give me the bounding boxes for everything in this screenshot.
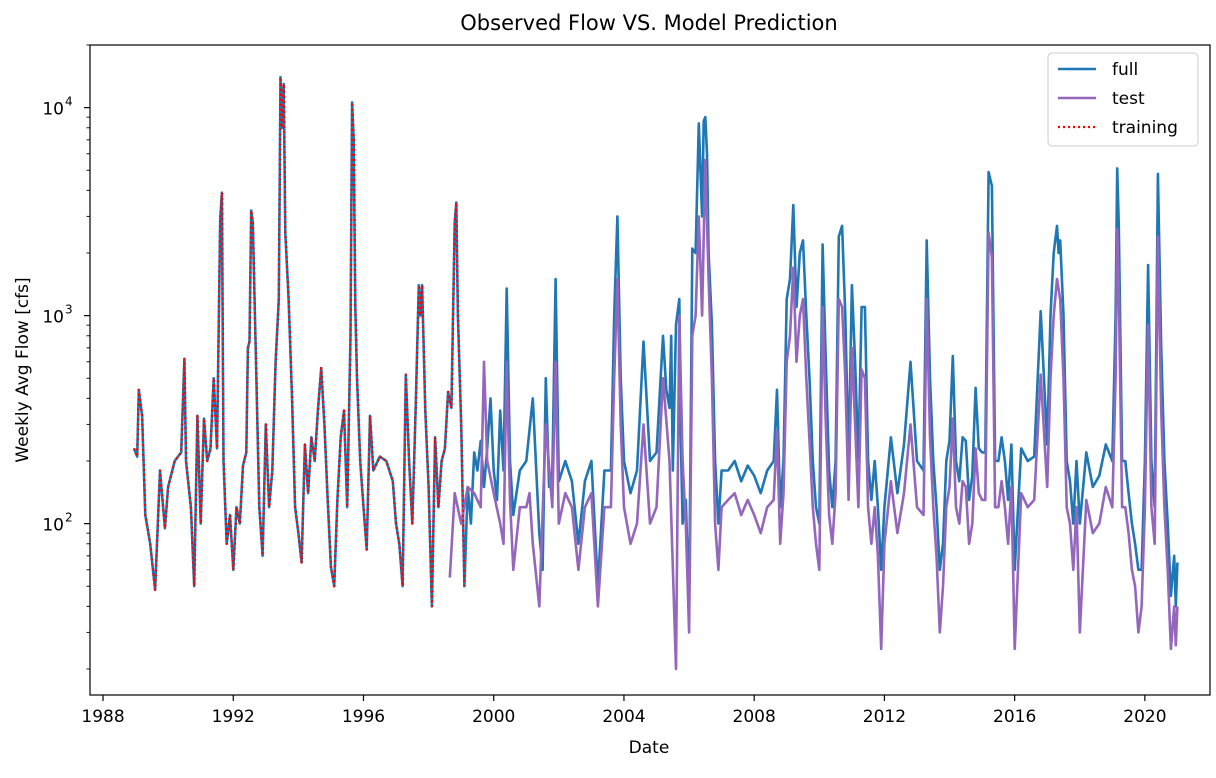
plot-area xyxy=(89,44,1211,696)
x-axis-label: Date xyxy=(629,738,670,758)
legend-label-test: test xyxy=(1112,89,1145,109)
y-tick-label: 10 xyxy=(42,308,64,328)
x-tick-label: 2020 xyxy=(1123,707,1166,727)
x-tick-label: 2004 xyxy=(602,707,645,727)
series-layer xyxy=(132,75,1179,671)
series-line-training xyxy=(132,76,466,608)
x-axis: 1988 1992 1996 2000 2004 2008 2012 2016 2020 xyxy=(81,695,1167,727)
y-tick-label: 10 xyxy=(42,516,64,536)
y-tick-exponent: 2 xyxy=(65,511,73,525)
x-tick-label: 2016 xyxy=(993,707,1036,727)
x-tick-label: 1992 xyxy=(212,707,255,727)
x-tick-label: 2012 xyxy=(863,707,906,727)
y-tick-exponent: 3 xyxy=(65,303,73,317)
plot-frame xyxy=(89,44,1211,696)
legend-box xyxy=(1047,52,1199,147)
x-tick-label: 2008 xyxy=(733,707,776,727)
chart-title: Observed Flow VS. Model Prediction xyxy=(460,11,837,35)
legend: full test training xyxy=(1047,52,1199,147)
x-tick-label: 1988 xyxy=(81,707,124,727)
y-tick-exponent: 4 xyxy=(65,95,73,109)
y-axis-label: Weekly Avg Flow [cfs] xyxy=(13,277,33,462)
legend-label-full: full xyxy=(1112,60,1138,80)
x-tick-label: 1996 xyxy=(342,707,385,727)
y-tick-label: 10 xyxy=(42,100,64,120)
legend-label-training: training xyxy=(1112,118,1178,138)
series-line-test xyxy=(448,158,1179,671)
x-tick-label: 2000 xyxy=(472,707,515,727)
